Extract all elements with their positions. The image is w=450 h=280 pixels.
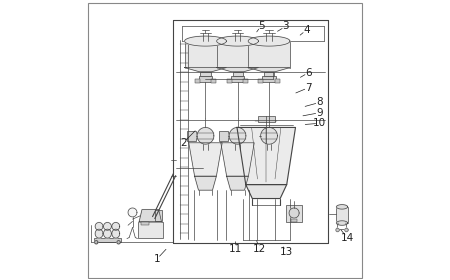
- Text: 14: 14: [341, 233, 354, 243]
- Polygon shape: [184, 36, 226, 46]
- Bar: [286, 206, 302, 222]
- Bar: [220, 131, 228, 141]
- Bar: [94, 238, 121, 242]
- Bar: [251, 131, 259, 141]
- Bar: [187, 131, 196, 141]
- Polygon shape: [104, 229, 111, 238]
- Bar: [138, 222, 163, 238]
- Polygon shape: [248, 67, 290, 72]
- Text: 10: 10: [313, 118, 326, 128]
- Bar: [258, 116, 274, 122]
- Bar: [274, 79, 279, 83]
- Text: 4: 4: [303, 25, 310, 35]
- Polygon shape: [246, 185, 287, 199]
- Text: 3: 3: [283, 21, 289, 31]
- Polygon shape: [184, 67, 226, 72]
- Text: 1: 1: [153, 254, 160, 264]
- Bar: [231, 76, 244, 82]
- Bar: [264, 72, 274, 76]
- Polygon shape: [345, 228, 348, 232]
- Polygon shape: [289, 208, 299, 218]
- Polygon shape: [104, 223, 111, 230]
- Polygon shape: [139, 210, 162, 222]
- Polygon shape: [95, 223, 103, 230]
- Bar: [243, 79, 248, 83]
- Polygon shape: [128, 208, 137, 217]
- Text: 11: 11: [229, 244, 242, 254]
- Polygon shape: [248, 36, 290, 46]
- Text: 6: 6: [305, 67, 312, 78]
- Bar: [216, 41, 258, 67]
- Text: 13: 13: [279, 247, 293, 257]
- Polygon shape: [112, 229, 120, 238]
- Polygon shape: [261, 127, 277, 144]
- Polygon shape: [195, 176, 216, 190]
- Bar: [155, 210, 162, 221]
- Bar: [195, 79, 200, 83]
- Polygon shape: [94, 241, 98, 244]
- Polygon shape: [117, 241, 120, 244]
- Bar: [199, 76, 212, 82]
- Polygon shape: [95, 229, 103, 238]
- Bar: [337, 207, 347, 223]
- Polygon shape: [189, 143, 222, 176]
- Bar: [227, 79, 232, 83]
- Text: 5: 5: [258, 21, 265, 31]
- Bar: [141, 222, 149, 225]
- Polygon shape: [216, 36, 258, 46]
- Bar: [184, 41, 226, 67]
- Polygon shape: [337, 205, 347, 209]
- Polygon shape: [197, 127, 214, 144]
- Polygon shape: [221, 143, 254, 176]
- Bar: [291, 219, 297, 222]
- Bar: [233, 72, 243, 76]
- Polygon shape: [336, 228, 339, 232]
- Bar: [258, 79, 263, 83]
- Bar: [262, 76, 276, 82]
- Polygon shape: [216, 67, 258, 72]
- Bar: [248, 41, 290, 67]
- Bar: [201, 72, 211, 76]
- Text: 2: 2: [180, 138, 186, 148]
- Text: 9: 9: [316, 108, 323, 118]
- Polygon shape: [112, 223, 120, 230]
- Polygon shape: [227, 176, 248, 190]
- Bar: [211, 79, 216, 83]
- Text: 12: 12: [253, 244, 266, 254]
- Text: 7: 7: [305, 83, 312, 93]
- Polygon shape: [337, 221, 347, 225]
- Polygon shape: [237, 127, 296, 185]
- Text: 8: 8: [316, 97, 323, 108]
- Polygon shape: [229, 127, 246, 144]
